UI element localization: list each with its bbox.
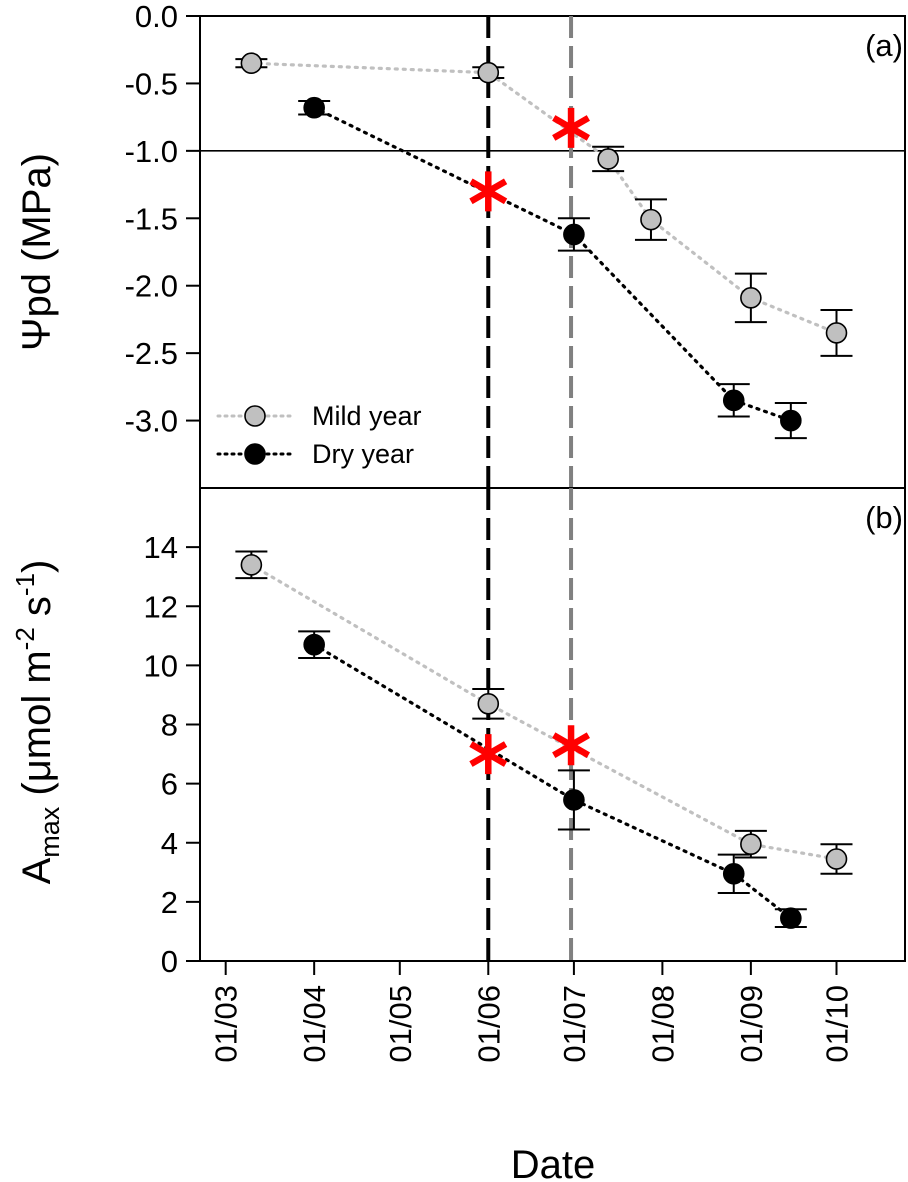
data-point-mild <box>477 61 500 84</box>
y-axis-title-b-sup1: -2 <box>10 627 40 650</box>
x-tick-label: 01/08 <box>645 985 680 1063</box>
data-point-dry <box>563 223 585 246</box>
data-point-dry <box>563 789 585 811</box>
panel-a: 0.0 -0.5 -1.0 -1.5 -2.0 -2.5 -3.0 (a) Mild yea… <box>15 0 906 489</box>
y-axis-title-b: Amax (μmol m-2 s-1) <box>10 560 65 885</box>
y-tick-label-b: 0 <box>161 944 178 979</box>
legend-mild-marker <box>244 405 266 427</box>
x-axis-title: Date <box>511 1143 596 1182</box>
series-b <box>235 550 853 929</box>
series-line-mild <box>249 61 839 335</box>
x-tick-label: 01/05 <box>383 985 418 1063</box>
y-axis-title-b-mid: s <box>15 596 59 627</box>
y-tick-label-a: -3.0 <box>125 404 178 439</box>
data-point-dry <box>303 633 325 656</box>
y-tick-label-b: 4 <box>161 826 178 861</box>
y-axis-title-a-symbol: Ψ <box>15 318 59 351</box>
y-tick-label-a: -1.5 <box>125 201 178 236</box>
x-tick-label: 01/03 <box>209 985 244 1063</box>
y-tick-label-a: -0.5 <box>125 66 178 101</box>
x-tick-label: 01/07 <box>557 985 592 1063</box>
y-tick-label-b: 8 <box>161 708 178 743</box>
y-tick-label-b: 10 <box>144 648 178 683</box>
data-point-dry <box>722 862 745 885</box>
y-tick-label-a: -2.5 <box>125 336 178 371</box>
y-tick-label-b: 6 <box>161 767 178 802</box>
date-reference-lines-b <box>486 488 574 961</box>
y-axis-title-a-rest: (MPa) <box>15 153 59 273</box>
data-point-mild <box>825 322 848 344</box>
significance-star <box>552 107 590 148</box>
y-axis-title-b-sup2: -1 <box>10 573 40 596</box>
data-point-mild <box>477 693 500 715</box>
legend-dry-label: Dry year <box>312 439 414 469</box>
y-axis-title-a: Ψpd (MPa) <box>15 153 59 351</box>
x-axis: 01/03 01/04 01/05 01/06 01/07 01/08 01/09 01/10 <box>209 961 854 1063</box>
data-point-mild <box>240 52 263 75</box>
y-axis-ticks-a: 0.0 -0.5 -1.0 -1.5 -2.0 -2.5 -3.0 <box>125 0 200 439</box>
series-line-dry <box>312 643 793 920</box>
panel-label-b: (b) <box>865 500 903 535</box>
y-tick-label-a: 0.0 <box>135 0 178 34</box>
series-line-mild <box>249 563 839 861</box>
x-tick-label: 01/04 <box>297 985 332 1063</box>
panel-label-a: (a) <box>865 28 903 63</box>
legend-dry-marker <box>244 443 266 465</box>
x-tick-label: 01/10 <box>819 985 854 1063</box>
data-point-mild <box>740 833 762 856</box>
date-reference-lines-a <box>486 16 574 488</box>
data-point-dry <box>780 907 802 929</box>
data-point-dry <box>722 389 745 412</box>
y-axis-title-b-rest: (μmol m <box>15 650 59 806</box>
series-line-dry <box>312 106 793 423</box>
x-tick-label: 01/09 <box>734 985 769 1063</box>
panel-b-frame <box>199 487 906 962</box>
y-axis-ticks-b: 0 2 4 6 8 10 12 14 <box>144 530 200 979</box>
panel-b: 0 2 4 6 8 10 12 14 (b) Amax (μmol m-2 s-1) <box>10 487 906 979</box>
x-tick-label: 01/06 <box>471 985 506 1063</box>
significance-markers-b <box>469 725 590 775</box>
y-axis-title-b-end: ) <box>15 560 59 573</box>
series-a <box>235 52 853 440</box>
y-tick-label-b: 14 <box>144 530 178 565</box>
data-point-mild <box>597 148 619 170</box>
legend-mild-label: Mild year <box>312 401 422 431</box>
y-axis-title-b-main: A <box>15 857 59 884</box>
y-tick-label-b: 2 <box>161 885 178 920</box>
data-point-mild <box>240 554 263 576</box>
data-point-dry <box>303 96 325 119</box>
y-axis-title-b-sub: max <box>35 806 65 858</box>
y-tick-label-a: -1.0 <box>125 134 178 169</box>
data-point-mild <box>825 848 848 870</box>
significance-star <box>469 734 508 775</box>
significance-star <box>469 171 508 212</box>
data-point-mild <box>640 208 662 231</box>
legend: Mild year Dry year <box>216 401 422 469</box>
y-axis-title-a-sub: pd <box>15 273 59 318</box>
significance-star <box>552 725 590 766</box>
y-tick-label-b: 12 <box>144 589 178 624</box>
data-point-dry <box>780 409 802 432</box>
data-point-mild <box>740 287 762 309</box>
y-tick-label-a: -2.0 <box>125 269 178 304</box>
significance-markers-a <box>469 107 590 212</box>
